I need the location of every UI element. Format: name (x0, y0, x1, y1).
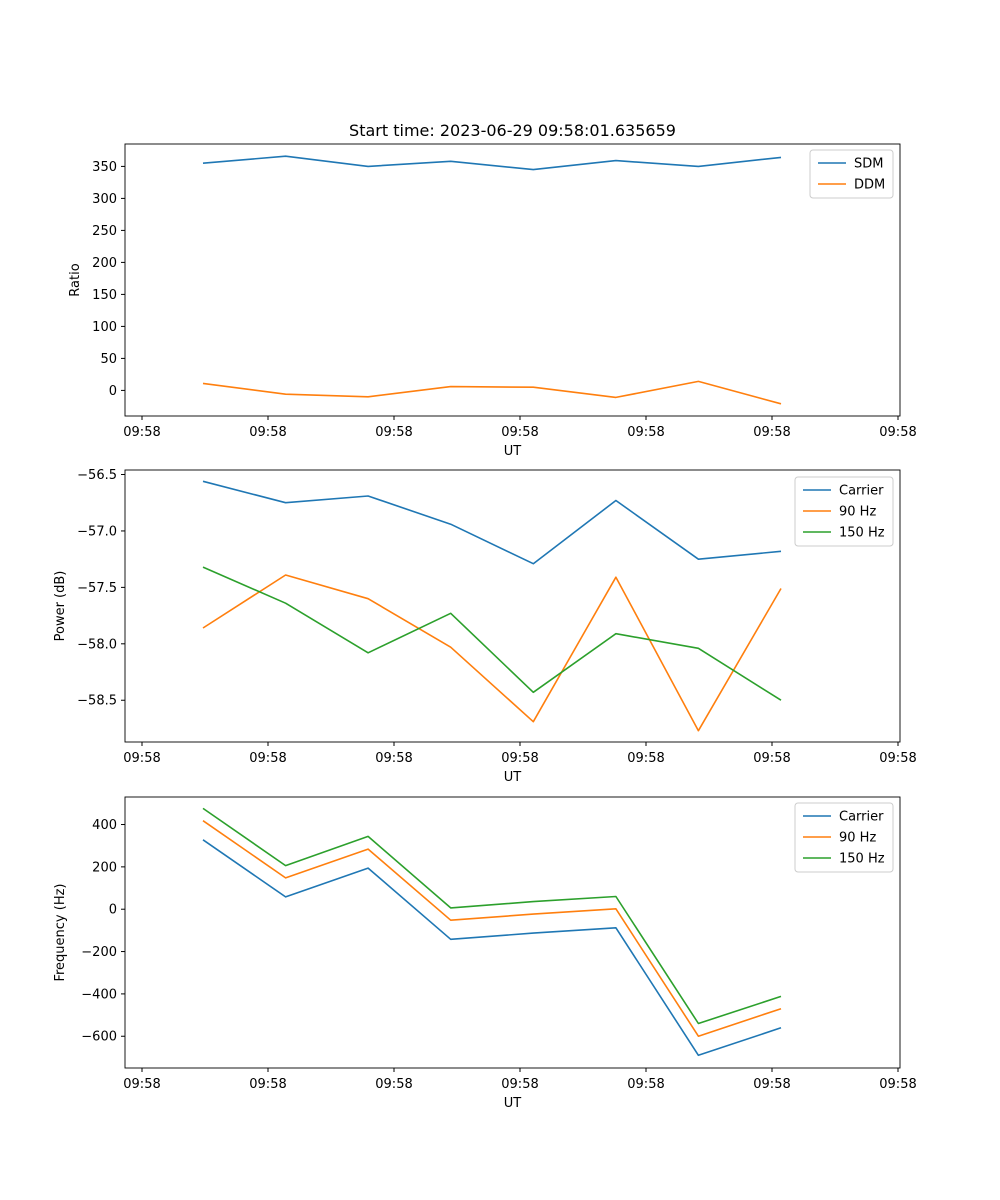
legend: SDM DDM (809, 149, 894, 199)
plot-frame (124, 143, 901, 417)
legend-entry: Carrier (839, 484, 884, 499)
plot-frame (124, 469, 901, 743)
y-tick-label: 350 (92, 160, 117, 175)
legend-entry: DDM (854, 178, 885, 193)
series-line-sdm (202, 155, 782, 171)
x-tick-label: 09:58 (627, 425, 664, 440)
y-tick-label: −56.5 (77, 468, 117, 483)
x-tick-label: 09:58 (501, 1077, 538, 1092)
x-tick-label: 09:58 (375, 1077, 412, 1092)
x-tick-label: 09:58 (249, 751, 286, 766)
y-tick-label: −400 (81, 987, 117, 1002)
x-tick-label: 09:58 (627, 751, 664, 766)
y-tick-label: −200 (81, 945, 117, 960)
x-tick-label: 09:58 (879, 751, 916, 766)
plot-frame (124, 796, 901, 1069)
series-line-ddm (202, 380, 782, 405)
y-tick-label: 250 (92, 224, 117, 239)
legend-entry: SDM (854, 157, 883, 172)
x-tick-label: 09:58 (375, 751, 412, 766)
legend-box (809, 149, 894, 199)
series-line-90-hz (202, 820, 782, 1037)
legend: Carrier 90 Hz 150 Hz (794, 476, 894, 547)
x-tick-label: 09:58 (753, 1077, 790, 1092)
x-tick-label: 09:58 (879, 425, 916, 440)
y-tick-label: −58.5 (77, 694, 117, 709)
legend-entry: 90 Hz (839, 505, 876, 520)
legend-entry: 150 Hz (839, 526, 885, 541)
x-tick-label: 09:58 (879, 1077, 916, 1092)
y-tick-label: −57.0 (77, 524, 117, 539)
legend-entry: 150 Hz (839, 852, 885, 867)
x-axis-label: UT (504, 1096, 522, 1111)
x-tick-label: 09:58 (249, 425, 286, 440)
legend-entry: Carrier (839, 810, 884, 825)
x-tick-label: 09:58 (123, 1077, 160, 1092)
y-tick-label: −600 (81, 1030, 117, 1045)
y-tick-label: 0 (109, 903, 117, 918)
series-line-carrier (202, 839, 782, 1057)
chart-title: Start time: 2023-06-29 09:58:01.635659 (349, 121, 676, 140)
x-tick-label: 09:58 (123, 425, 160, 440)
y-tick-label: 100 (92, 320, 117, 335)
y-tick-label: 0 (109, 384, 117, 399)
series-line-150-hz (202, 566, 782, 701)
y-tick-label: 400 (92, 818, 117, 833)
x-tick-label: 09:58 (753, 425, 790, 440)
x-tick-label: 09:58 (375, 425, 412, 440)
x-tick-label: 09:58 (753, 751, 790, 766)
x-tick-label: 09:58 (501, 425, 538, 440)
y-tick-label: −58.0 (77, 637, 117, 652)
legend: Carrier 90 Hz 150 Hz (794, 802, 894, 873)
y-tick-label: 200 (92, 256, 117, 271)
legend-box (794, 802, 894, 873)
x-tick-label: 09:58 (123, 751, 160, 766)
y-tick-label: −57.5 (77, 581, 117, 596)
x-tick-label: 09:58 (249, 1077, 286, 1092)
chart-panel-2: −58.5 −58.0 −57.5 −57.0 −56.5 09:58 09:58 09:58… (53, 468, 917, 785)
y-tick-label: 200 (92, 860, 117, 875)
y-tick-label: 50 (100, 352, 117, 367)
y-tick-label: 150 (92, 288, 117, 303)
y-axis-label: Power (dB) (53, 571, 68, 642)
series-line-carrier (202, 480, 782, 565)
x-tick-label: 09:58 (627, 1077, 664, 1092)
x-axis-label: UT (504, 770, 522, 785)
y-tick-label: 300 (92, 192, 117, 207)
legend-entry: 90 Hz (839, 831, 876, 846)
x-tick-label: 09:58 (501, 751, 538, 766)
y-axis-label: Frequency (Hz) (53, 883, 68, 981)
x-axis-label: UT (504, 444, 522, 459)
chart-panel-3: −600 −400 −200 0 200 400 09:58 09:58 09:58 09:58 0… (53, 796, 917, 1111)
series-line-90-hz (202, 574, 782, 732)
chart-panel-1: Start time: 2023-06-29 09:58:01.635659 0 5… (68, 121, 917, 459)
series-line-150-hz (202, 807, 782, 1025)
legend-box (794, 476, 894, 547)
y-axis-label: Ratio (68, 263, 83, 296)
